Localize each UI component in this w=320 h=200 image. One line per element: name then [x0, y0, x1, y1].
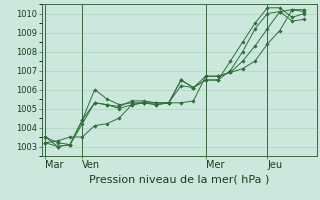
X-axis label: Pression niveau de la mer( hPa ): Pression niveau de la mer( hPa ) [89, 174, 269, 184]
